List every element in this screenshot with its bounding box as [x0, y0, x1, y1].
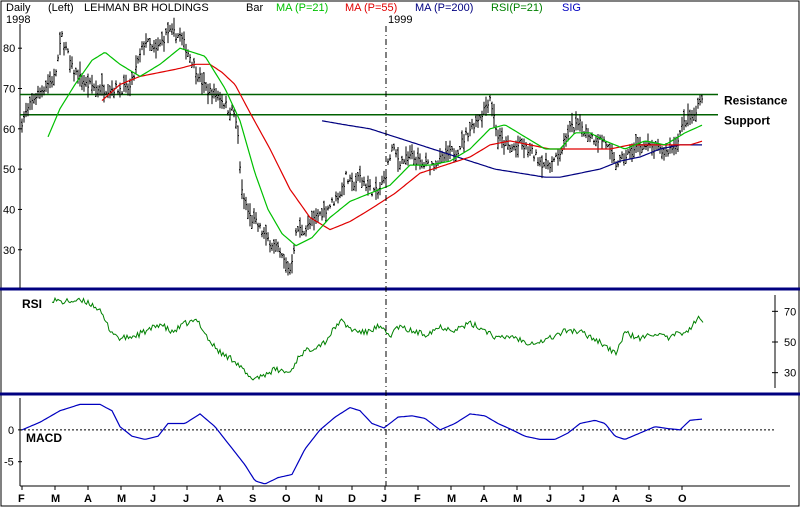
- month-label: O: [678, 493, 687, 505]
- legend-ma55: MA (P=55): [345, 2, 397, 14]
- legend-sig: SIG: [562, 2, 581, 14]
- level-label-support: Support: [724, 114, 770, 128]
- month-label: F: [18, 493, 25, 505]
- year-start-label: 1998: [6, 14, 30, 26]
- year-mid-label: 1999: [388, 14, 412, 26]
- month-label: J: [150, 493, 156, 505]
- ma55-line: [101, 63, 703, 231]
- legend-rsi: RSI(P=21): [491, 2, 543, 14]
- legend-ma21: MA (P=21): [276, 2, 328, 14]
- month-label: J: [579, 493, 585, 505]
- price-y-tick: 70: [3, 84, 15, 96]
- symbol-label: LEHMAN BR HOLDINGS: [84, 2, 209, 14]
- rsi-panel: RSI 70 50 30: [22, 296, 796, 381]
- month-label: M: [117, 493, 126, 505]
- rsi-panel-title: RSI: [22, 297, 42, 311]
- month-label: M: [447, 493, 456, 505]
- ma200-line: [321, 120, 702, 178]
- month-label: D: [348, 493, 356, 505]
- price-y-tick: 80: [3, 43, 15, 55]
- month-label: S: [249, 493, 256, 505]
- period-label: Daily: [6, 2, 31, 14]
- rsi-y-tick: 30: [784, 368, 796, 380]
- price-y-tick: 30: [3, 245, 15, 257]
- month-label: M: [513, 493, 522, 505]
- ma21-line: [47, 47, 703, 247]
- rsi-y-tick: 70: [784, 306, 796, 318]
- rsi-y-tick: 50: [784, 337, 796, 349]
- macd-panel: MACD 0 -5: [4, 403, 775, 485]
- price-y-tick: 60: [3, 124, 15, 136]
- month-label: O: [282, 493, 291, 505]
- macd-y-tick: 0: [8, 425, 14, 437]
- month-label: A: [216, 493, 224, 505]
- month-label: J: [546, 493, 552, 505]
- level-label-resistance: Resistance: [724, 94, 788, 108]
- macd-panel-title: MACD: [26, 431, 62, 445]
- month-label: A: [84, 493, 92, 505]
- axis-side-label: (Left): [48, 2, 74, 14]
- macd-y-tick: -5: [4, 457, 14, 469]
- price-y-tick: 50: [3, 164, 15, 176]
- month-label: F: [414, 493, 421, 505]
- rsi-line: [51, 296, 704, 381]
- month-label: A: [612, 493, 620, 505]
- month-label: S: [645, 493, 652, 505]
- month-label: A: [480, 493, 488, 505]
- price-y-tick: 40: [3, 204, 15, 216]
- legend-ma200: MA (P=200): [415, 2, 473, 14]
- month-label: M: [51, 493, 60, 505]
- price-panel: 80 70 60 50 40 30 Resistance Support: [3, 17, 788, 276]
- macd-line: [21, 403, 703, 485]
- month-label: J: [381, 493, 387, 505]
- style-label: Bar: [246, 2, 263, 14]
- month-label: J: [183, 493, 189, 505]
- month-label: N: [315, 493, 323, 505]
